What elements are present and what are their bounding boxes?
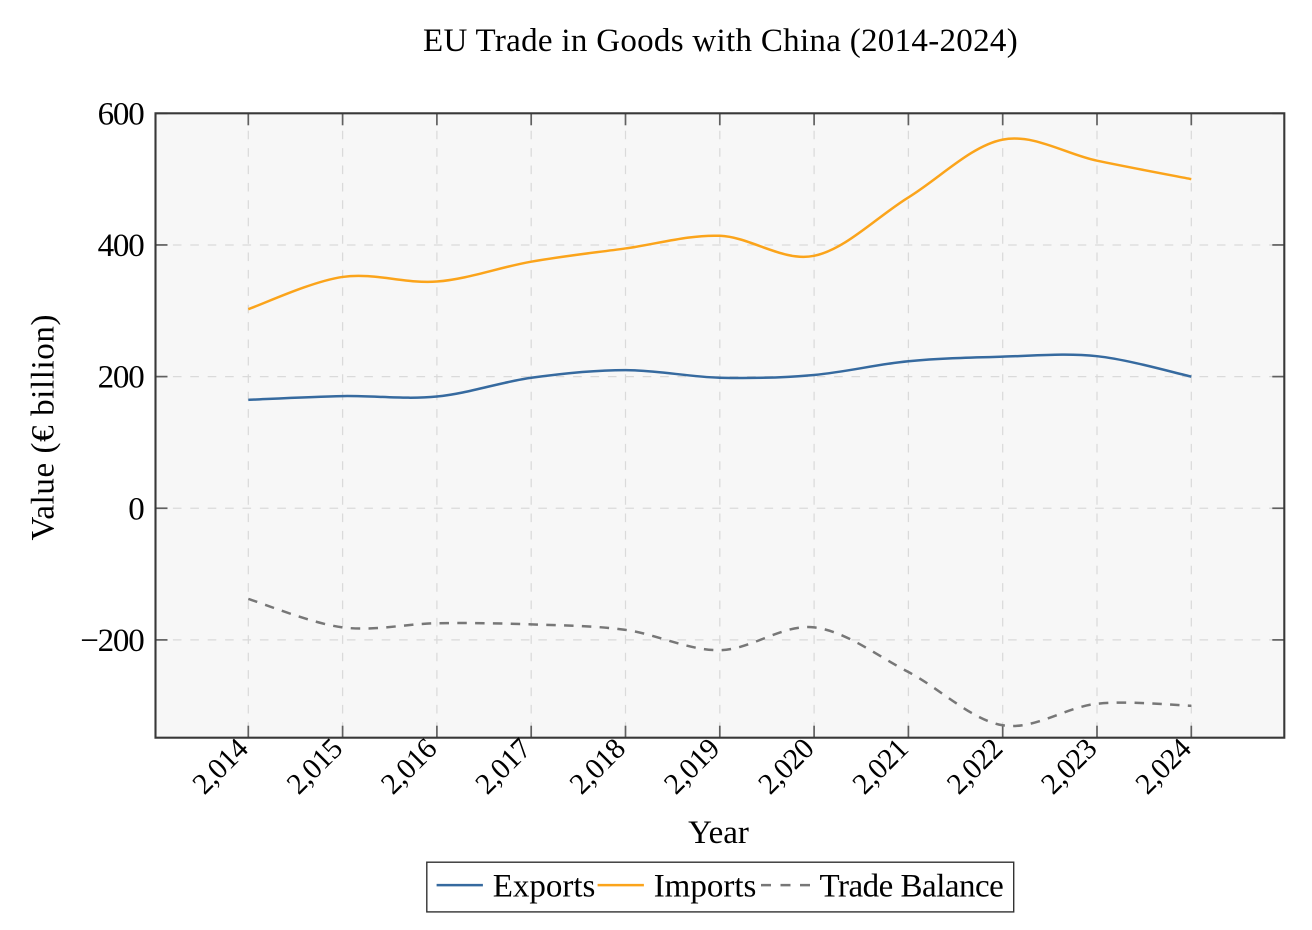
svg-text:Year: Year [688, 815, 749, 851]
svg-text:400: 400 [98, 228, 145, 264]
svg-text:2,023: 2,023 [1035, 733, 1103, 801]
svg-text:2,017: 2,017 [470, 733, 538, 801]
svg-text:2,020: 2,020 [752, 733, 820, 801]
svg-text:2,015: 2,015 [281, 733, 349, 801]
svg-text:Imports: Imports [654, 868, 757, 904]
svg-text:2,021: 2,021 [847, 733, 915, 801]
svg-text:2,014: 2,014 [187, 732, 255, 800]
svg-text:2,018: 2,018 [564, 733, 632, 801]
svg-text:200: 200 [98, 360, 145, 396]
svg-text:Value (€ billion): Value (€ billion) [25, 314, 61, 541]
svg-text:2,022: 2,022 [941, 733, 1009, 801]
svg-text:EU Trade in Goods with China (: EU Trade in Goods with China (2014-2024) [423, 23, 1018, 59]
svg-text:Trade Balance: Trade Balance [820, 868, 1004, 904]
svg-text:2,016: 2,016 [375, 733, 443, 801]
svg-text:600: 600 [98, 96, 145, 132]
svg-text:2,019: 2,019 [658, 733, 726, 801]
svg-text:−200: −200 [80, 623, 144, 659]
svg-text:0: 0 [128, 491, 144, 527]
svg-text:2,024: 2,024 [1130, 732, 1198, 800]
svg-text:Exports: Exports [493, 868, 596, 904]
